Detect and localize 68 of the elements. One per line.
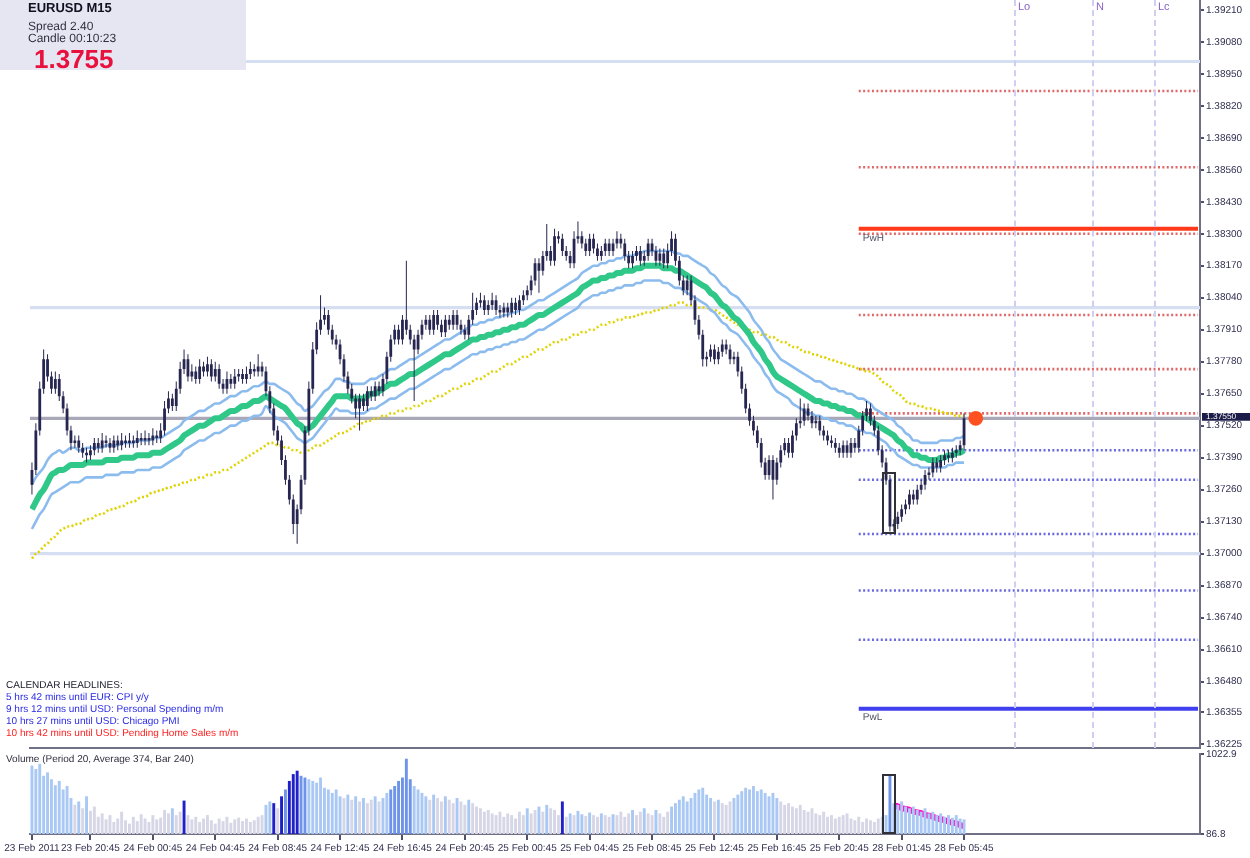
candlestick xyxy=(896,511,900,530)
candlestick xyxy=(443,314,447,338)
candlestick xyxy=(818,415,822,436)
candlestick xyxy=(502,302,506,318)
candlestick xyxy=(116,435,120,451)
candlestick xyxy=(646,238,650,261)
candlestick xyxy=(447,314,451,330)
candlestick xyxy=(81,442,85,458)
candlestick xyxy=(248,361,252,379)
candlestick xyxy=(100,433,104,453)
candlestick xyxy=(139,433,143,446)
candlestick xyxy=(588,233,592,256)
candlestick xyxy=(155,430,159,443)
candlestick xyxy=(373,381,377,402)
candlestick xyxy=(229,374,233,389)
candlestick xyxy=(428,314,432,335)
candlestick xyxy=(638,246,642,266)
candlestick xyxy=(92,437,96,456)
candlestick xyxy=(209,359,213,382)
candlestick xyxy=(510,297,514,318)
candlestick xyxy=(213,361,217,382)
candlestick xyxy=(131,435,135,448)
candlestick xyxy=(256,354,260,377)
candlestick xyxy=(194,366,198,384)
candlestick xyxy=(584,238,588,256)
candlestick xyxy=(120,433,124,451)
candlestick xyxy=(135,430,139,448)
candlestick xyxy=(482,295,486,315)
candlestick xyxy=(814,415,818,429)
candlestick xyxy=(900,504,904,522)
candlestick xyxy=(151,428,155,446)
candlestick xyxy=(658,248,662,266)
candlestick xyxy=(720,339,724,357)
candlestick xyxy=(716,346,720,365)
candlestick xyxy=(53,371,57,394)
candlestick xyxy=(233,369,237,389)
line-series xyxy=(30,301,966,560)
candlestick xyxy=(237,369,241,382)
candlestick xyxy=(77,435,81,453)
candlestick xyxy=(954,445,958,458)
candlestick xyxy=(486,300,490,315)
candlestick xyxy=(198,359,202,384)
candlestick xyxy=(841,440,845,458)
candlestick xyxy=(112,435,116,453)
candlestick xyxy=(96,437,100,453)
candlestick xyxy=(432,310,436,335)
candlestick xyxy=(935,457,939,473)
candlestick xyxy=(603,238,607,256)
candlestick xyxy=(950,447,954,463)
annotation: 1.3755 xyxy=(34,43,114,73)
candlestick xyxy=(365,386,369,411)
candlestick xyxy=(490,292,494,311)
candlestick xyxy=(537,258,541,293)
candlestick xyxy=(915,484,919,505)
candlestick xyxy=(506,302,510,318)
candlestick xyxy=(451,310,455,330)
candlestick xyxy=(623,238,627,261)
candlestick xyxy=(802,403,806,426)
candlestick xyxy=(560,233,564,256)
candlestick xyxy=(939,455,943,473)
candlestick xyxy=(662,248,666,269)
candlestick xyxy=(217,364,221,389)
candlestick xyxy=(833,437,837,453)
candlestick xyxy=(599,246,603,261)
candlestick xyxy=(837,442,841,458)
candlestick xyxy=(607,238,611,256)
candlestick xyxy=(911,489,915,505)
candlestick xyxy=(931,457,935,478)
